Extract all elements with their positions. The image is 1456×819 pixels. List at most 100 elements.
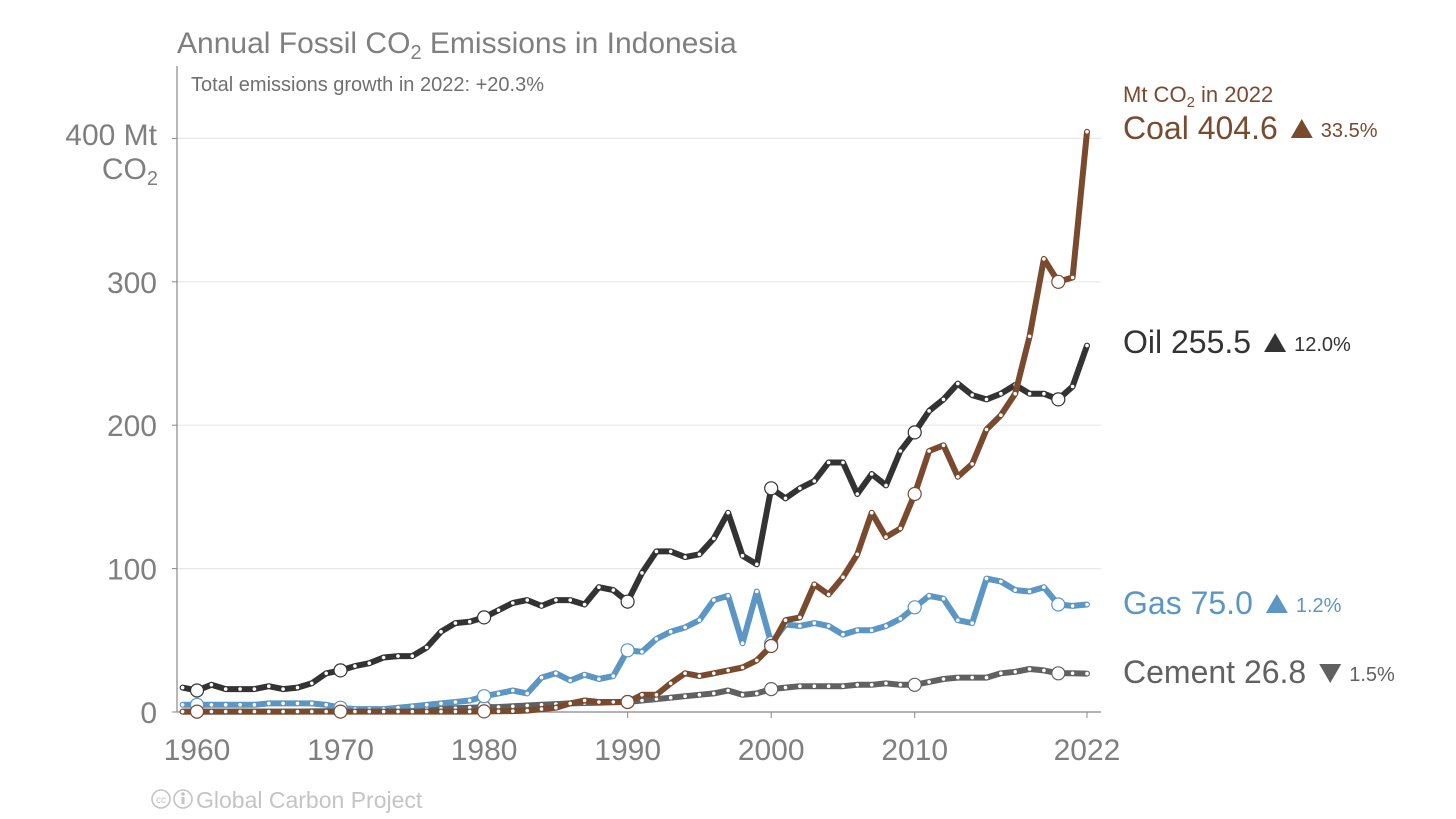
oil-point: [324, 671, 329, 676]
gas-point: [654, 637, 659, 641]
coal-point: [668, 681, 673, 686]
credit: cc Global Carbon Project: [151, 787, 423, 813]
gas-point: [1051, 597, 1066, 612]
gas-point: [525, 691, 529, 696]
gas-change-text: 1.2%: [1296, 595, 1342, 617]
cement-point: [907, 677, 922, 692]
x-tick-labels: 1960 1970 1980 1990 2000 2010 2022: [164, 712, 1120, 767]
cement-point: [654, 697, 659, 701]
oil-point: [841, 460, 845, 465]
oil-point: [683, 555, 687, 559]
gas-point: [683, 625, 687, 630]
cement-point: [1013, 670, 1017, 674]
gas-point: [209, 703, 214, 707]
gas-point: [611, 674, 616, 678]
cement-point: [712, 691, 716, 696]
gas-point: [453, 700, 458, 704]
gas-point: [668, 629, 673, 634]
coal-point: [252, 709, 257, 714]
gas-point: [755, 589, 759, 594]
oil-point: [640, 571, 644, 575]
oil-point: [907, 425, 922, 440]
x-tick-label: 1990: [594, 734, 661, 767]
oil-point: [1051, 392, 1066, 407]
oil-point: [611, 588, 616, 592]
cement-point: [697, 693, 702, 697]
gas-point: [267, 701, 271, 706]
gas-point: [281, 701, 285, 706]
series-end-labels: Coal 404.6 33.5% Oil 255.5 12.0% Gas 75.0 1.2…: [1123, 110, 1395, 690]
oil-point: [597, 585, 601, 589]
oil-point: [654, 549, 659, 554]
oil-point: [726, 510, 730, 515]
gas-point: [620, 643, 635, 658]
coal-point: [764, 638, 779, 654]
coal-point: [898, 526, 903, 531]
oil-point: [477, 610, 492, 625]
gas-point: [582, 672, 587, 677]
coal-point: [798, 615, 802, 620]
coal-point: [324, 709, 329, 714]
coal-point: [367, 709, 372, 714]
oil-point: [223, 687, 228, 691]
gas-label-text: Gas 75.0: [1123, 585, 1253, 621]
oil-point: [668, 549, 673, 554]
gas-point: [1042, 585, 1046, 589]
gas-point: [252, 703, 257, 707]
gas-point: [826, 624, 831, 628]
cement-point: [726, 688, 730, 693]
coal-change-text: 33.5%: [1321, 120, 1378, 142]
oil-point: [970, 393, 974, 397]
cement-change-text: 1.5%: [1349, 664, 1395, 686]
gas-point: [467, 698, 472, 703]
cement-point: [941, 677, 946, 681]
oil-point: [396, 654, 400, 658]
coal-point: [353, 709, 357, 714]
cement-point: [970, 675, 974, 680]
cement-point: [1027, 667, 1032, 671]
x-tick-label: 2000: [738, 734, 805, 767]
oil-point: [620, 594, 635, 609]
cement-point: [927, 680, 931, 684]
cement-point: [841, 684, 845, 688]
coal-point: [424, 709, 429, 714]
oil-point: [984, 397, 989, 402]
oil-point: [333, 663, 348, 678]
gas-point: [511, 688, 515, 693]
gas-point: [424, 703, 429, 707]
oil-point: [941, 397, 946, 402]
gas-point: [1013, 588, 1017, 592]
y-tick-label: 100: [107, 554, 157, 587]
coal-point: [956, 475, 960, 479]
oil-point: [189, 683, 205, 698]
coal-point: [841, 575, 845, 579]
coal-point: [439, 709, 443, 714]
coal-point: [620, 694, 635, 710]
coal-point: [582, 698, 587, 703]
x-tick-label: 2010: [881, 734, 948, 767]
label-oil: Oil 255.5 12.0%: [1123, 324, 1351, 360]
cement-point: [755, 691, 759, 696]
cement-point: [956, 675, 960, 680]
coal-point: [683, 671, 687, 676]
y-unit-label-line1: 400 Mt: [65, 119, 157, 152]
attribution-icon: [173, 789, 193, 809]
gas-point: [812, 621, 817, 625]
gas-point: [869, 628, 874, 633]
oil-point: [869, 472, 874, 476]
coal-point: [496, 709, 501, 714]
oil-point: [568, 598, 572, 602]
gas-point: [1085, 602, 1089, 607]
coal-point: [640, 693, 644, 697]
y-tick-label: 200: [107, 410, 157, 443]
coal-point: [597, 700, 601, 704]
coal-point: [568, 701, 572, 706]
coal-point: [826, 592, 831, 597]
gas-point: [898, 617, 903, 621]
coal-point: [927, 449, 931, 453]
coal-point: [869, 510, 874, 515]
coal-point: [855, 552, 860, 557]
gas-point: [1070, 604, 1075, 608]
coal-point: [410, 709, 415, 714]
